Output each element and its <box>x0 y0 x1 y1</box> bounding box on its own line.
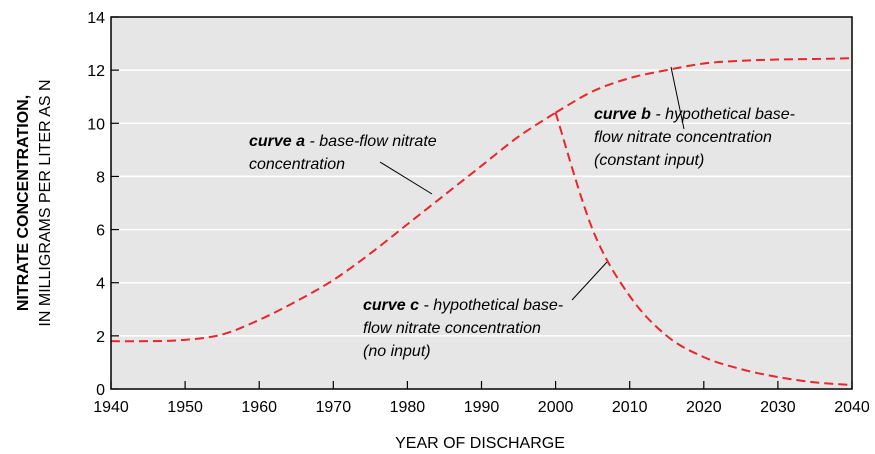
x-tick-label: 2010 <box>612 399 648 416</box>
x-tick-label: 1960 <box>241 399 277 416</box>
x-tick-label: 2030 <box>760 399 796 416</box>
x-tick-label: 2000 <box>538 399 574 416</box>
annotation: curve b - hypothetical base- <box>594 106 795 123</box>
x-tick-label: 2040 <box>834 399 870 416</box>
annotation-text: - base-flow nitrate <box>305 133 437 150</box>
y-axis-title: IN MILLIGRAMS PER LITER AS N <box>37 79 54 326</box>
leader-line <box>571 261 608 301</box>
y-tick-label: 14 <box>87 10 105 27</box>
annotation-text: concentration <box>249 156 345 173</box>
annotation-text: - hypothetical base- <box>419 297 563 314</box>
x-tick-label: 1990 <box>464 399 500 416</box>
x-tick-label: 1970 <box>316 399 352 416</box>
annotation-label: curve a <box>249 133 305 150</box>
annotation-text: (no input) <box>363 343 431 360</box>
annotations: curve a - base-flow nitrate concentration… <box>249 106 795 360</box>
annotation-label: curve b <box>594 106 651 123</box>
annotation-text: - hypothetical base- <box>651 106 795 123</box>
x-tick-label: 1950 <box>167 399 203 416</box>
y-tick-label: 4 <box>96 276 105 293</box>
annotation-text: flow nitrate concentration <box>594 129 772 146</box>
x-tick-label: 2020 <box>686 399 722 416</box>
leader-line <box>379 161 433 195</box>
x-axis-title: YEAR OF DISCHARGE <box>395 435 565 452</box>
annotation: curve a - base-flow nitrate <box>249 133 437 150</box>
x-tick-label: 1980 <box>390 399 426 416</box>
y-tick-label: 6 <box>96 223 105 240</box>
plot-area <box>111 17 852 389</box>
leader-line <box>670 66 685 130</box>
plot-frame <box>110 16 853 390</box>
curve <box>554 112 853 387</box>
curve <box>555 57 853 114</box>
annotation-label: curve c <box>363 297 419 314</box>
y-tick-label: 0 <box>96 382 105 399</box>
y-axis-title: NITRATE CONCENTRATION, <box>15 95 32 311</box>
y-tick-label: 2 <box>96 329 105 346</box>
y-tick-label: 10 <box>87 116 105 133</box>
curves <box>110 57 853 387</box>
x-tick-label: 1940 <box>93 399 129 416</box>
annotation-text: flow nitrate concentration <box>363 320 541 337</box>
y-tick-label: 12 <box>87 63 105 80</box>
annotation-text: (constant input) <box>594 152 704 169</box>
annotation: curve c - hypothetical base- <box>363 297 563 314</box>
y-tick-label: 8 <box>96 169 105 186</box>
curve <box>110 111 557 343</box>
